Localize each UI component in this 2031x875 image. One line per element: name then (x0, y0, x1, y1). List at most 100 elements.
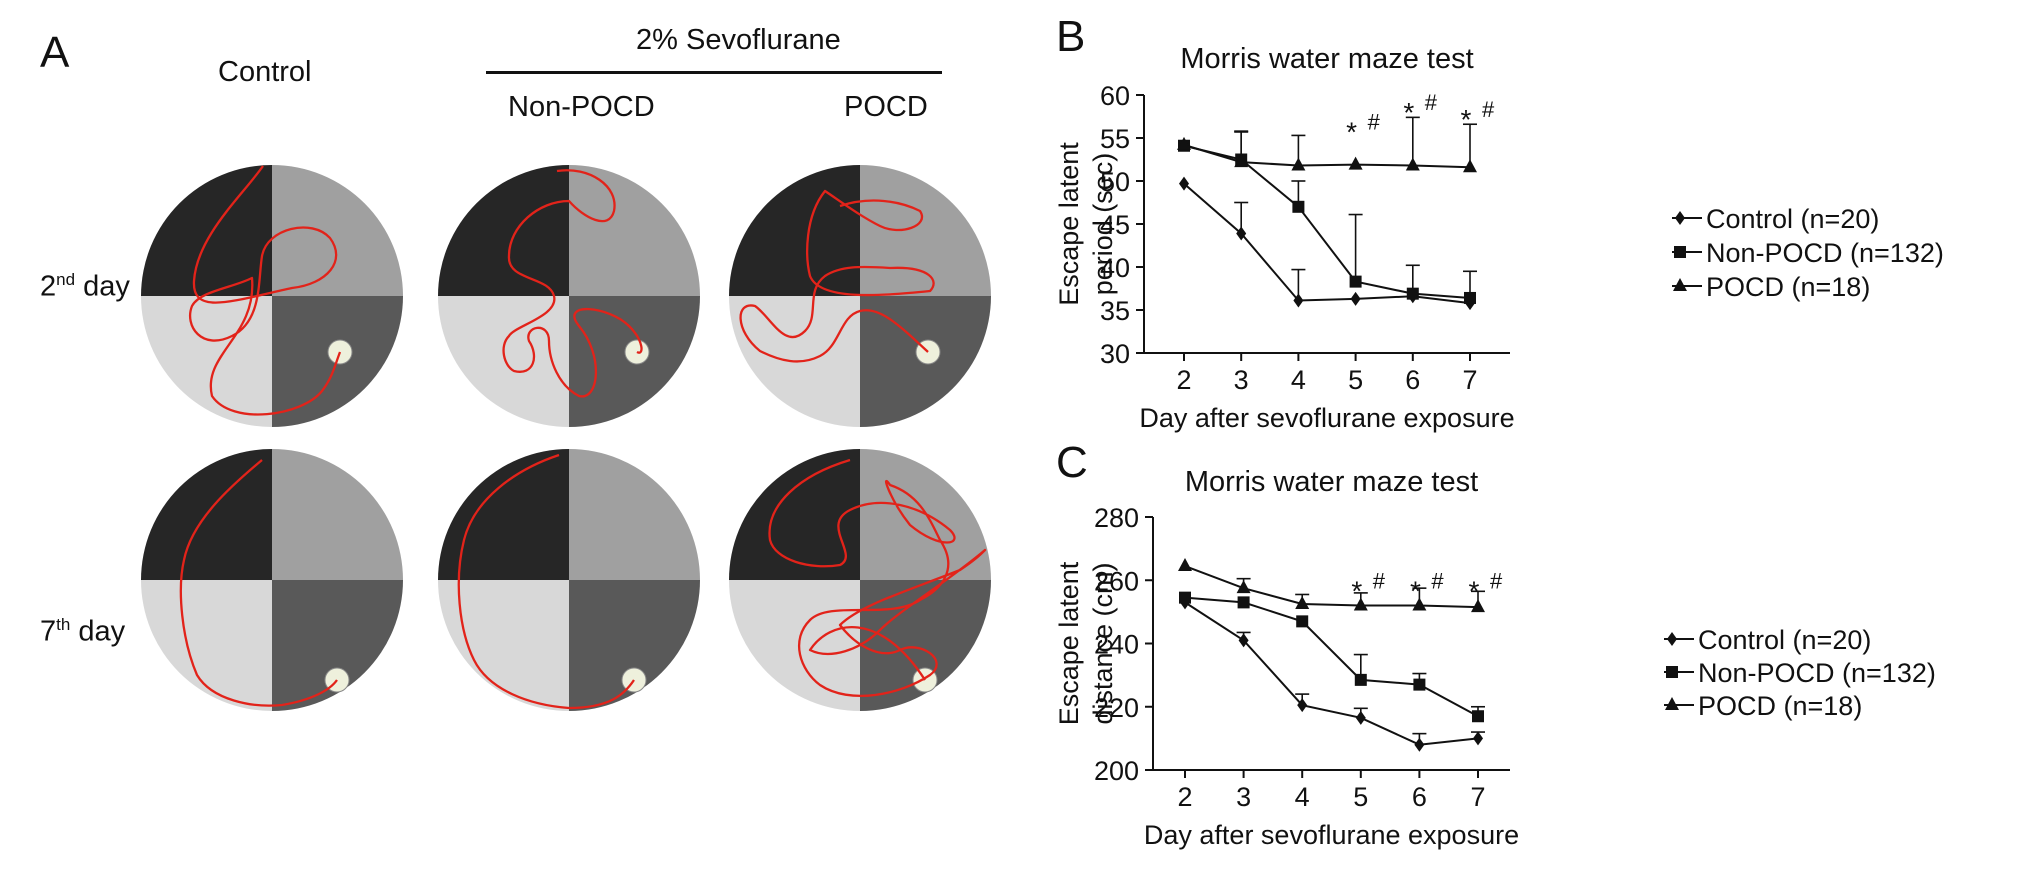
legend-marker (1675, 211, 1685, 225)
legend-entry: Control (n=20) (1698, 625, 1871, 655)
significance-hash: # (1373, 569, 1386, 594)
y-axis-label-line2: distance (cm) (1088, 562, 1118, 724)
legend-marker (1673, 278, 1687, 291)
significance-star: * (1469, 576, 1480, 607)
x-tick-label: 3 (1236, 782, 1251, 812)
legend-entry: POCD (n=18) (1698, 691, 1862, 721)
x-tick-label: 6 (1405, 365, 1420, 395)
swim-path (457, 453, 635, 710)
data-point (1473, 731, 1483, 746)
series-line (1183, 182, 1471, 305)
control-column-label: Control (218, 56, 312, 88)
y-tick-label: 40 (1100, 253, 1130, 283)
significance-hash: # (1368, 110, 1381, 135)
row-label-ordinal-suffix: nd (56, 270, 76, 289)
x-axis-label: Day after sevoflurane exposure (1139, 403, 1514, 433)
swim-path (502, 169, 643, 398)
y-axis-label-line2: period (sec) (1088, 153, 1118, 296)
data-point (1353, 597, 1368, 611)
x-tick-label: 4 (1295, 782, 1310, 812)
x-tick-label: 5 (1348, 365, 1363, 395)
non-pocd-column-label: Non-POCD (508, 91, 655, 123)
chart-escape-latent-distance: Morris water maze test 200 220 240 260 280 2 3 4… (1054, 466, 1936, 850)
swim-path (768, 458, 987, 697)
data-point (1412, 597, 1427, 611)
x-tick-label: 5 (1353, 782, 1368, 812)
data-point (1471, 599, 1485, 613)
y-axis-label-line1: Escape latent (1054, 142, 1084, 306)
maze-day7-non-pocd (438, 449, 700, 711)
significance-star: * (1403, 97, 1414, 128)
y-tick-label: 280 (1094, 503, 1139, 533)
significance-hash: # (1431, 569, 1444, 594)
row-label-7th-day: 7th day (40, 615, 125, 649)
y-tick-label: 50 (1100, 167, 1130, 197)
data-point (1414, 737, 1425, 752)
row-label-day-word: day (78, 615, 126, 648)
series-line (1183, 144, 1471, 299)
x-tick-label: 4 (1291, 365, 1306, 395)
y-tick-label: 200 (1094, 756, 1139, 786)
swim-path (739, 189, 935, 363)
data-point (1293, 293, 1304, 308)
data-point (1178, 558, 1192, 572)
data-point (1237, 596, 1250, 609)
data-point (1234, 154, 1249, 168)
chart-title: Morris water maze test (1180, 43, 1473, 75)
panel-letter-a: A (40, 28, 70, 77)
legend-marker (1665, 697, 1679, 710)
data-point (1406, 287, 1419, 300)
data-point (1296, 615, 1309, 628)
x-tick-label: 7 (1470, 782, 1485, 812)
sevoflurane-group-bracket (486, 71, 942, 74)
significance-star: * (1410, 576, 1421, 607)
data-point (1295, 595, 1310, 609)
data-point (1464, 291, 1476, 304)
significance-hash: # (1490, 569, 1503, 594)
y-tick-label: 220 (1094, 693, 1139, 723)
significance-star: * (1461, 104, 1472, 135)
x-tick-label: 2 (1177, 782, 1192, 812)
y-tick-label: 260 (1094, 566, 1139, 596)
x-tick-label: 2 (1176, 365, 1191, 395)
data-point (1463, 159, 1477, 173)
legend-marker (1674, 246, 1686, 258)
data-point (1238, 633, 1249, 648)
series-square (1179, 591, 1485, 723)
data-point (1297, 698, 1308, 713)
y-tick-label: 240 (1094, 630, 1139, 660)
row-label-ordinal-suffix: th (56, 615, 71, 634)
chart-title: Morris water maze test (1185, 466, 1478, 498)
series-line (1184, 596, 1479, 718)
panel-letter-c: C (1056, 438, 1088, 487)
legend-entry: POCD (n=18) (1706, 272, 1870, 302)
panel-letter-b: B (1056, 12, 1086, 61)
maze-day7-pocd (729, 449, 991, 711)
y-tick-label: 55 (1100, 124, 1130, 154)
legend-entry: Non-POCD (n=132) (1706, 238, 1944, 268)
sevoflurane-group-label: 2% Sevoflurane (636, 24, 841, 56)
y-tick-label: 35 (1100, 296, 1130, 326)
data-point (1177, 136, 1191, 150)
data-point (1179, 176, 1189, 191)
swim-path (189, 165, 342, 416)
significance-hash: # (1425, 90, 1438, 115)
y-tick-label: 45 (1100, 210, 1130, 240)
data-point (1354, 673, 1367, 686)
series-line (1183, 143, 1471, 169)
swim-path (179, 459, 338, 707)
series-line (1184, 565, 1479, 609)
row-label-2nd-day: 2nd day (40, 270, 130, 304)
y-tick-label: 30 (1100, 339, 1130, 369)
x-axis-label: Day after sevoflurane exposure (1144, 820, 1519, 850)
data-point (1236, 580, 1251, 594)
y-tick-label: 60 (1100, 81, 1130, 111)
data-point (1405, 157, 1420, 171)
data-point (1292, 200, 1305, 213)
series-triangle (1177, 116, 1477, 173)
series-triangle (1178, 558, 1485, 613)
data-point (1349, 275, 1362, 288)
maze-day2-non-pocd (438, 165, 700, 427)
data-point (1355, 710, 1366, 725)
pocd-column-label: POCD (844, 91, 928, 123)
